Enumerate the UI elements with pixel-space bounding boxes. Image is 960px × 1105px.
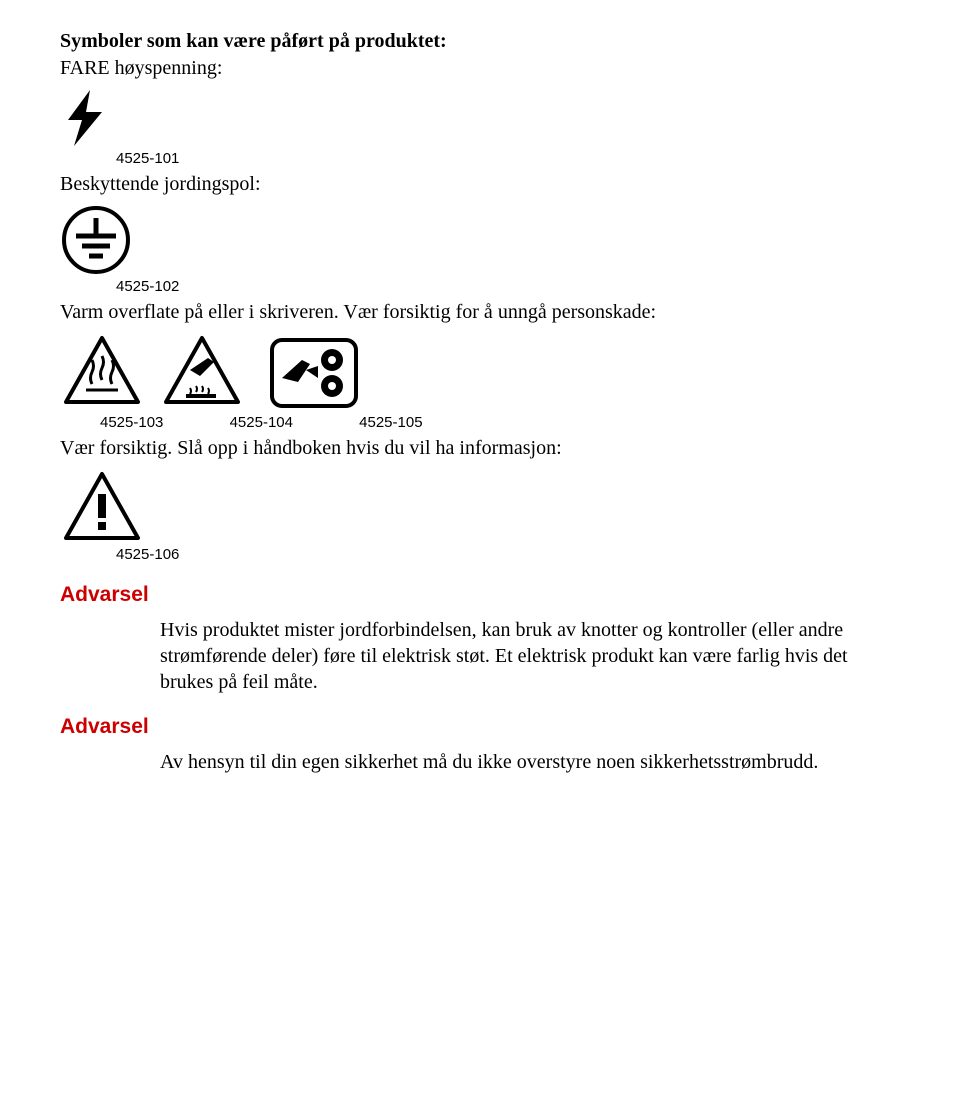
varm-label: Varm overflate på eller i skriveren. Vær… (60, 301, 900, 324)
code-101: 4525-101 (116, 150, 900, 167)
warning-heading-1: Advarsel (60, 583, 900, 607)
codes-103-105: 4525-103 4525-104 4525-105 (60, 414, 900, 431)
code-102: 4525-102 (116, 278, 900, 295)
forsiktig-label: Vær forsiktig. Slå opp i håndboken hvis … (60, 437, 900, 460)
warning-body-1: Hvis produktet mister jordforbindelsen, … (160, 617, 900, 695)
heat-triangle-icon (66, 338, 138, 402)
ground-icon (60, 204, 900, 276)
lightning-icon (60, 88, 900, 148)
hot-icons-row (60, 332, 900, 412)
page-heading: Symboler som kan være påført på produkte… (60, 30, 900, 53)
jordings-label: Beskyttende jordingspol: (60, 173, 900, 196)
fare-label: FARE høyspenning: (60, 57, 900, 80)
warning-heading-2: Advarsel (60, 715, 900, 739)
warning-body-2: Av hensyn til din egen sikkerhet må du i… (160, 749, 900, 775)
caution-triangle-icon (60, 468, 900, 544)
code-106: 4525-106 (116, 546, 900, 563)
code-104: 4525-104 (230, 414, 293, 431)
pinch-rollers-icon (272, 340, 356, 406)
hand-heat-triangle-icon (166, 338, 238, 402)
code-105: 4525-105 (359, 414, 422, 431)
code-103: 4525-103 (100, 414, 163, 431)
